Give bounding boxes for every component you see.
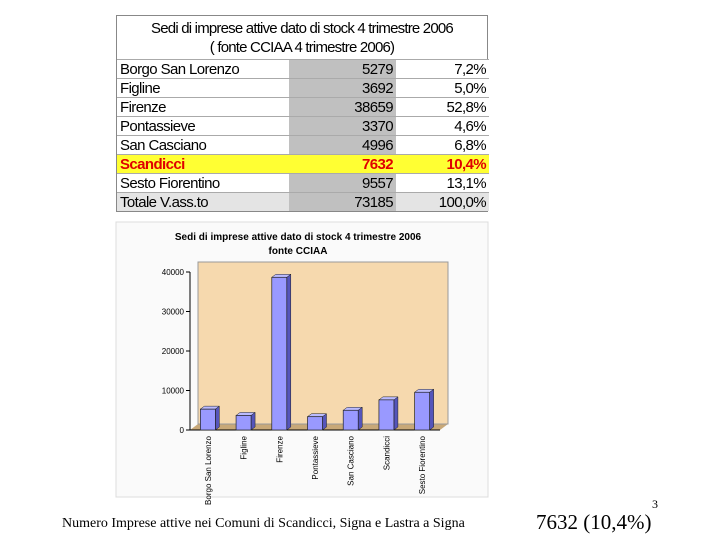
bar — [342, 409, 359, 431]
y-tick-label: 30000 — [162, 308, 185, 317]
table-cell: 9557 — [289, 173, 396, 192]
y-tick-label: 40000 — [162, 268, 185, 277]
data-table: Sedi di imprese attive dato di stock 4 t… — [116, 15, 489, 212]
table-cell: 13,1% — [396, 173, 489, 192]
bar — [307, 416, 323, 431]
bar-side — [286, 273, 292, 431]
highlight: 7632 (10,4%) — [536, 510, 652, 534]
x-tick-label: Firenze — [275, 435, 284, 462]
bar-side — [393, 396, 399, 431]
table-subtitle: ( fonte CCIAA 4 trimestre 2006) — [209, 39, 395, 56]
caption: Numero Imprese attive nei Comuni di Scan… — [62, 516, 465, 531]
table-cell: 7632 — [289, 154, 396, 173]
chart-subtitle: fonte CCIAA — [269, 246, 328, 257]
table-cell: Sesto Fiorentino — [117, 173, 289, 192]
table-cell: 3692 — [289, 78, 396, 97]
x-tick-label: Borgo San Lorenzo — [204, 435, 213, 504]
table-cell: 52,8% — [396, 97, 489, 116]
bar — [378, 399, 395, 431]
y-tick-label: 20000 — [162, 347, 185, 356]
x-tick-label: Scandicci — [382, 436, 391, 470]
page-number: 3 — [652, 497, 658, 511]
x-tick-label: Pontassieve — [311, 435, 320, 479]
bar-side — [215, 405, 220, 431]
bar — [235, 415, 252, 431]
table-title: Sedi di imprese attive dato di stock 4 t… — [151, 20, 454, 37]
bar — [414, 391, 430, 431]
table-cell: Figline — [117, 78, 289, 97]
table-cell: Scandicci — [117, 154, 289, 173]
y-tick-label: 0 — [180, 426, 185, 435]
table-cell: 5,0% — [396, 78, 489, 97]
table-cell: 6,8% — [396, 135, 489, 154]
table-cell: 100,0% — [396, 192, 489, 211]
x-tick-label: San Casciano — [347, 435, 356, 485]
table-cell: 5279 — [289, 59, 396, 78]
table-cell: 4,6% — [396, 116, 489, 135]
table-cell: 10,4% — [396, 154, 489, 173]
bar — [271, 276, 288, 431]
table-cell: Borgo San Lorenzo — [117, 59, 289, 78]
table-cell: 73185 — [289, 192, 396, 211]
plot-area — [197, 261, 449, 425]
bar — [200, 408, 216, 431]
bar-side — [429, 388, 434, 431]
y-tick-label: 10000 — [162, 387, 185, 396]
table-cell: 3370 — [289, 116, 396, 135]
table-cell: Firenze — [117, 97, 289, 116]
table-cell: 38659 — [289, 97, 396, 116]
table-cell: San Casciano — [117, 135, 289, 154]
bar-side — [357, 406, 363, 431]
table-cell: 4996 — [289, 135, 396, 154]
x-tick-label: Sesto Fiorentino — [418, 435, 427, 494]
table-cell: 7,2% — [396, 59, 489, 78]
table-cell: Totale V.ass.to — [117, 192, 289, 211]
table-cell: Pontassieve — [117, 116, 289, 135]
x-tick-label: Figline — [240, 435, 249, 459]
chart-title: Sedi di imprese attive dato di stock 4 t… — [175, 232, 422, 243]
